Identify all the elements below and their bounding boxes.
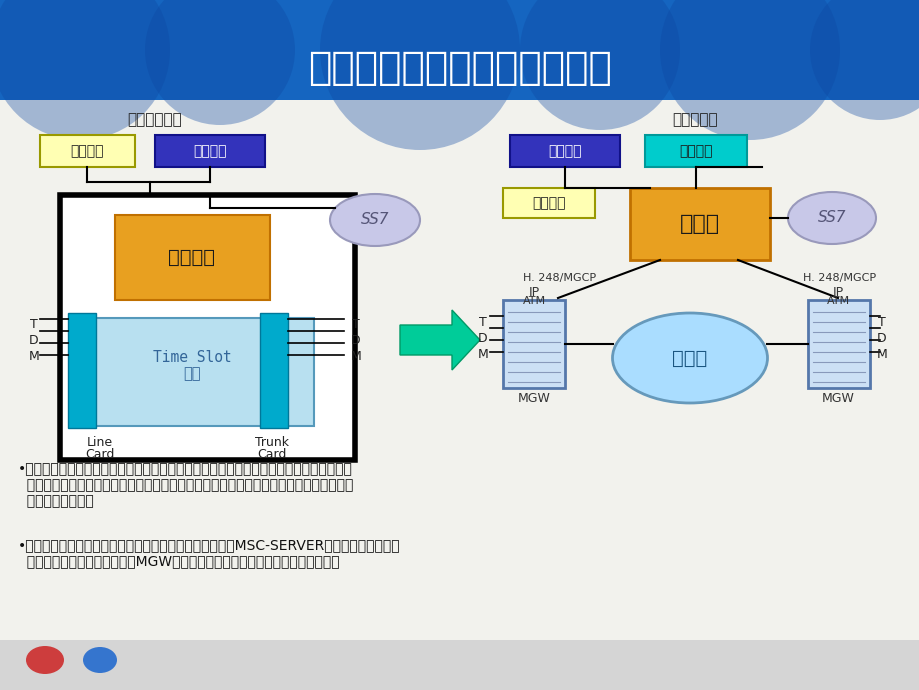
Ellipse shape [26, 646, 64, 674]
Text: 软交换核心和传统交换的区别: 软交换核心和传统交换的区别 [308, 49, 611, 87]
Text: T: T [479, 315, 486, 328]
Ellipse shape [330, 194, 420, 246]
Text: D: D [351, 335, 360, 348]
Text: ATM: ATM [825, 296, 848, 306]
Text: T: T [877, 315, 885, 328]
Text: D: D [478, 331, 487, 344]
Text: 计费系统: 计费系统 [532, 196, 565, 210]
Text: 管理系统: 管理系统 [193, 144, 226, 158]
Bar [0, 100, 919, 640]
Text: MGW: MGW [517, 391, 550, 404]
Text: 扩展业务: 扩展业务 [678, 144, 712, 158]
Text: IP: IP [528, 286, 539, 299]
Text: 计费系统: 计费系统 [70, 144, 104, 158]
Text: 软交换模型: 软交换模型 [672, 112, 717, 128]
Ellipse shape [612, 313, 766, 403]
Text: M: M [876, 348, 887, 360]
Ellipse shape [83, 647, 117, 673]
Text: D: D [29, 335, 39, 348]
Bar [630, 188, 769, 260]
Text: •承载和控制的分离使核心网组网的概念发生根本的改变，MSC-SERVER可以基于方便控制和
  业务开展的原则集中设置，而MGW则可以基于方便接入和互通的原则分: •承载和控制的分离使核心网组网的概念发生根本的改变，MSC-SERVER可以基于… [18, 538, 400, 568]
Text: MGW: MGW [821, 391, 854, 404]
Text: 交换: 交换 [183, 366, 200, 382]
Bar [509, 135, 619, 167]
Text: M: M [28, 351, 40, 364]
Bar [154, 135, 265, 167]
Text: 软交换: 软交换 [679, 214, 720, 234]
Text: Time Slot: Time Slot [153, 351, 231, 366]
Ellipse shape [659, 0, 839, 140]
Bar [40, 135, 135, 167]
Polygon shape [400, 310, 480, 370]
Text: Card: Card [85, 448, 115, 462]
Text: T: T [30, 319, 38, 331]
Text: D: D [876, 331, 886, 344]
Text: Card: Card [257, 448, 287, 462]
Text: 分组网: 分组网 [672, 348, 707, 368]
Text: Line: Line [86, 437, 113, 449]
Text: IP: IP [832, 286, 843, 299]
Text: M: M [477, 348, 488, 360]
Bar [0, 640, 919, 690]
Text: 管理系统: 管理系统 [548, 144, 581, 158]
Text: 呼叫控制: 呼叫控制 [168, 248, 215, 266]
Text: H. 248/MGCP: H. 248/MGCP [523, 273, 596, 283]
Bar [807, 300, 869, 388]
Text: SS7: SS7 [360, 213, 389, 228]
Bar [503, 188, 595, 218]
Text: SS7: SS7 [817, 210, 845, 226]
Bar [68, 313, 96, 428]
Ellipse shape [788, 192, 875, 244]
Bar [60, 195, 355, 460]
Text: 电路交换模型: 电路交换模型 [128, 112, 182, 128]
Bar [115, 215, 269, 300]
Text: H. 248/MGCP: H. 248/MGCP [802, 273, 876, 283]
Text: ATM: ATM [522, 296, 545, 306]
Bar [644, 135, 746, 167]
Bar [503, 300, 564, 388]
Ellipse shape [519, 0, 679, 130]
Text: Trunk: Trunk [255, 437, 289, 449]
Ellipse shape [145, 0, 295, 125]
Text: •将传统交换机的功能模块分离成为独立的网络部件，各个部件可以按相应的功能划分各自
  独立发展；而传统交换将控制，承载和交换封闭在同一实体之内，相互之间的制约使: •将传统交换机的功能模块分离成为独立的网络部件，各个部件可以按相应的功能划分各自… [18, 462, 353, 509]
Text: M: M [350, 351, 361, 364]
Ellipse shape [320, 0, 519, 150]
Bar [0, 0, 919, 100]
Text: T: T [352, 319, 359, 331]
Ellipse shape [0, 0, 170, 140]
Ellipse shape [809, 0, 919, 120]
Bar [92, 318, 313, 426]
Bar [260, 313, 288, 428]
